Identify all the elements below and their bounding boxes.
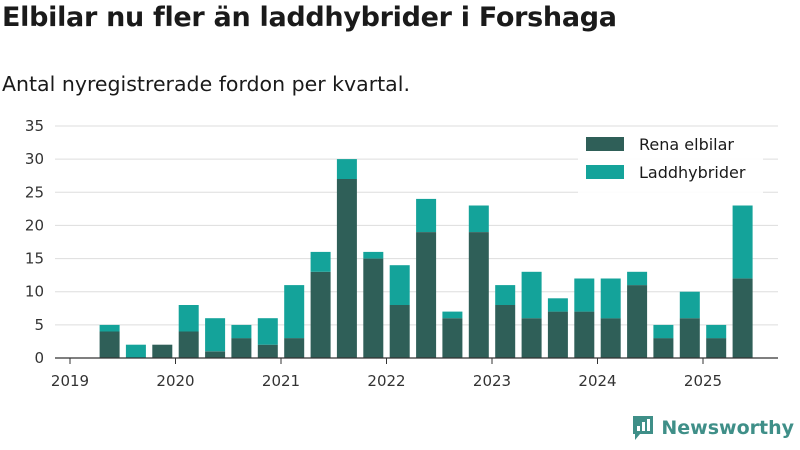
bar-laddhybrider — [363, 251, 384, 259]
y-tick-label: 35 — [25, 117, 44, 135]
bar-rena-elbilar — [336, 179, 357, 358]
bar-rena-elbilar — [521, 318, 542, 358]
bar-rena-elbilar — [732, 278, 753, 358]
bar-laddhybrider — [600, 278, 621, 319]
bar-rena-elbilar — [574, 311, 595, 358]
bar-laddhybrider — [284, 285, 305, 339]
bar-laddhybrider — [178, 305, 199, 332]
bar-laddhybrider — [416, 198, 437, 232]
bar-rena-elbilar — [547, 311, 568, 358]
x-tick-label: 2019 — [51, 372, 89, 390]
bar-laddhybrider — [653, 324, 674, 339]
bar-laddhybrider — [310, 251, 331, 272]
y-tick-label: 15 — [25, 250, 44, 268]
brand-logo[interactable]: Newsworthy — [631, 412, 794, 444]
bar-laddhybrider — [389, 265, 410, 305]
x-tick-label: 2021 — [262, 372, 300, 390]
y-tick-label: 25 — [25, 183, 44, 201]
bar-rena-elbilar — [442, 318, 463, 358]
bar-laddhybrider — [521, 271, 542, 319]
bar-laddhybrider — [547, 298, 568, 312]
bar-rena-elbilar — [99, 331, 120, 358]
x-tick-label: 2025 — [684, 372, 722, 390]
legend-swatch — [586, 137, 624, 151]
bar-laddhybrider — [231, 324, 252, 339]
bar-rena-elbilar — [231, 338, 252, 358]
bar-rena-elbilar — [310, 271, 331, 358]
bar-laddhybrider — [627, 271, 648, 286]
y-tick-label: 0 — [34, 349, 44, 367]
x-tick-label: 2024 — [578, 372, 616, 390]
legend-label: Rena elbilar — [639, 135, 734, 154]
bar-rena-elbilar — [152, 344, 173, 358]
bar-rena-elbilar — [389, 305, 410, 358]
bar-laddhybrider — [99, 324, 120, 332]
bar-laddhybrider — [442, 311, 463, 319]
bar-laddhybrider — [125, 344, 146, 358]
bar-laddhybrider — [574, 278, 595, 312]
bar-laddhybrider — [257, 318, 278, 345]
bar-laddhybrider — [679, 291, 700, 319]
bar-rena-elbilar — [679, 318, 700, 358]
bar-rena-elbilar — [706, 338, 727, 358]
bar-rena-elbilar — [653, 338, 674, 358]
bar-rena-elbilar — [178, 331, 199, 358]
bar-laddhybrider — [205, 318, 226, 352]
newsworthy-chat-chart-icon — [633, 416, 654, 440]
bar-laddhybrider — [468, 205, 489, 232]
y-tick-label: 10 — [25, 283, 44, 301]
bar-rena-elbilar — [363, 258, 384, 358]
chart-subtitle: Antal nyregistrerade fordon per kvartal. — [2, 72, 410, 96]
bar-rena-elbilar — [416, 232, 437, 358]
bar-rena-elbilar — [627, 285, 648, 358]
x-tick-label: 2022 — [367, 372, 405, 390]
bar-rena-elbilar — [284, 338, 305, 358]
bar-laddhybrider — [732, 205, 753, 279]
bar-laddhybrider — [495, 285, 516, 305]
x-tick-label: 2020 — [156, 372, 194, 390]
legend-swatch — [586, 165, 624, 179]
legend-label: Laddhybrider — [639, 163, 746, 182]
bar-rena-elbilar — [600, 318, 621, 358]
bar-rena-elbilar — [205, 351, 226, 358]
bar-laddhybrider — [706, 324, 727, 339]
bar-rena-elbilar — [257, 344, 278, 358]
brand-name: Newsworthy — [661, 417, 794, 439]
x-tick-label: 2023 — [473, 372, 511, 390]
bar-rena-elbilar — [495, 305, 516, 358]
bar-laddhybrider — [336, 159, 357, 179]
chart-title: Elbilar nu fler än laddhybrider i Forsha… — [2, 2, 617, 33]
y-tick-label: 5 — [34, 316, 44, 334]
y-tick-label: 30 — [25, 150, 44, 168]
y-tick-label: 20 — [25, 216, 44, 234]
bar-rena-elbilar — [468, 232, 489, 358]
